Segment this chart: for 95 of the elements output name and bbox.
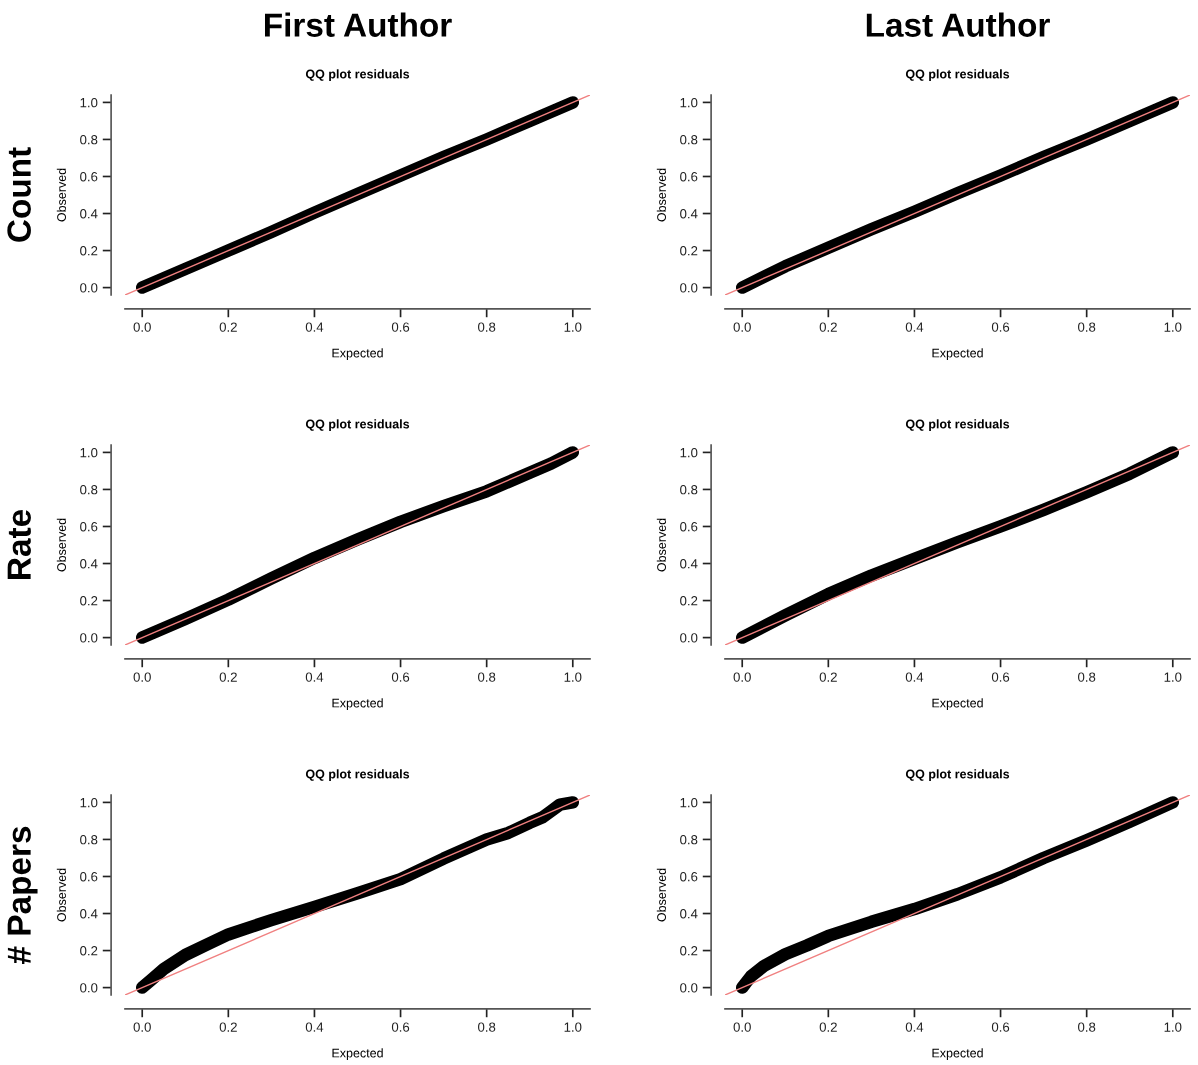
chart-title: QQ plot residuals [905,769,1010,781]
x-tick-label: 0.6 [991,1022,1010,1032]
x-tick-label: 0.0 [733,322,751,332]
text: First Author [265,12,452,37]
y-tick-label: 0.4 [80,909,98,919]
y-tick-label: 0.2 [80,596,98,606]
x-tick-label: 0.8 [478,322,496,332]
x-tick-label: 1.0 [564,672,582,682]
x-axis-title: Expected [332,1048,383,1060]
x-tick-label: 0.2 [819,1022,837,1032]
y-tick-label: 1.0 [680,447,698,458]
y-tick-label: 0.6 [680,872,698,882]
y-tick-label: 0.0 [80,633,98,643]
x-tick-label: 0.2 [219,1022,237,1032]
x-tick-label: 0.2 [219,322,237,332]
x-tick-label: 0.8 [478,672,496,682]
x-tick-label: 0.4 [905,672,924,682]
x-tick-label: 0.2 [819,322,837,332]
y-axis-title: Observed [56,868,66,922]
y-tick-label: 0.2 [680,946,698,956]
chart-title: QQ plot residuals [305,769,410,781]
x-tick-label: 0.0 [733,672,751,682]
x-tick-label: 0.8 [1078,322,1096,332]
x-tick-label: 0.4 [905,322,924,332]
y-tick-label: 0.4 [680,209,698,219]
x-tick-label: 0.2 [819,672,837,682]
y-tick-label: 0.2 [680,596,698,606]
y-tick-label: 0.6 [680,172,698,182]
x-tick-label: 1.0 [564,322,582,332]
y-tick-label: 0.8 [80,135,98,145]
x-axis-title: Expected [332,698,383,710]
x-tick-label: 0.8 [1078,672,1096,682]
y-axis-title: Observed [656,868,666,922]
y-tick-label: 0.4 [80,559,98,569]
y-tick-label: 0.2 [680,246,698,256]
chart-title: QQ plot residuals [305,419,410,431]
y-tick-label: 0.0 [680,633,698,643]
y-tick-label: 1.0 [680,97,698,108]
x-tick-label: 0.6 [991,322,1010,332]
x-tick-label: 0.0 [733,1022,751,1032]
x-tick-label: 0.8 [478,1022,496,1032]
y-tick-label: 0.0 [680,983,698,993]
y-tick-label: 0.4 [680,559,698,569]
y-tick-label: 1.0 [80,97,98,108]
text: Count [7,147,31,242]
y-tick-label: 0.4 [80,209,98,219]
y-axis-title: Observed [56,518,66,572]
x-tick-label: 0.6 [391,322,410,332]
y-tick-label: 0.8 [80,835,98,845]
y-tick-label: 0.4 [680,909,698,919]
x-tick-label: 0.4 [305,322,324,332]
y-axis-title: Observed [56,168,66,222]
x-tick-label: 1.0 [564,1022,582,1032]
y-tick-label: 0.6 [80,172,98,182]
y-tick-label: 0.6 [80,522,98,532]
chart-title: QQ plot residuals [905,419,1010,431]
x-axis-title: Expected [332,348,383,360]
x-tick-label: 0.0 [133,672,151,682]
y-axis-title: Observed [656,168,666,222]
y-tick-label: 0.8 [680,135,698,145]
y-tick-label: 0.0 [80,983,98,993]
y-tick-label: 0.8 [80,485,98,495]
text: Last Author [866,12,1050,37]
x-axis-title: Expected [932,348,983,360]
x-tick-label: 0.4 [905,1022,924,1032]
x-axis-title: Expected [932,698,983,710]
chart-title: QQ plot residuals [305,69,410,81]
x-tick-label: 1.0 [1164,1022,1182,1032]
y-tick-label: 0.2 [80,246,98,256]
x-tick-label: 0.0 [133,1022,151,1032]
y-tick-label: 0.0 [680,283,698,293]
x-tick-label: 1.0 [1164,322,1182,332]
x-tick-label: 0.0 [133,322,151,332]
x-tick-label: 1.0 [1164,672,1182,682]
y-tick-label: 1.0 [80,447,98,458]
y-tick-label: 0.2 [80,946,98,956]
text: Rate [7,510,31,579]
y-tick-label: 0.6 [680,522,698,532]
y-tick-label: 1.0 [680,797,698,808]
y-tick-label: 1.0 [80,797,98,808]
x-tick-label: 0.4 [305,1022,324,1032]
y-tick-label: 0.8 [680,485,698,495]
x-tick-label: 0.4 [305,672,324,682]
x-tick-label: 0.2 [219,672,237,682]
y-axis-title: Observed [656,518,666,572]
x-tick-label: 0.6 [391,1022,410,1032]
y-tick-label: 0.8 [680,835,698,845]
y-tick-label: 0.0 [80,283,98,293]
x-axis-title: Expected [932,1048,983,1060]
x-tick-label: 0.8 [1078,1022,1096,1032]
x-tick-label: 0.6 [391,672,410,682]
y-tick-label: 0.6 [80,872,98,882]
text: # Papers [7,826,38,964]
chart-title: QQ plot residuals [905,69,1010,81]
x-tick-label: 0.6 [991,672,1010,682]
